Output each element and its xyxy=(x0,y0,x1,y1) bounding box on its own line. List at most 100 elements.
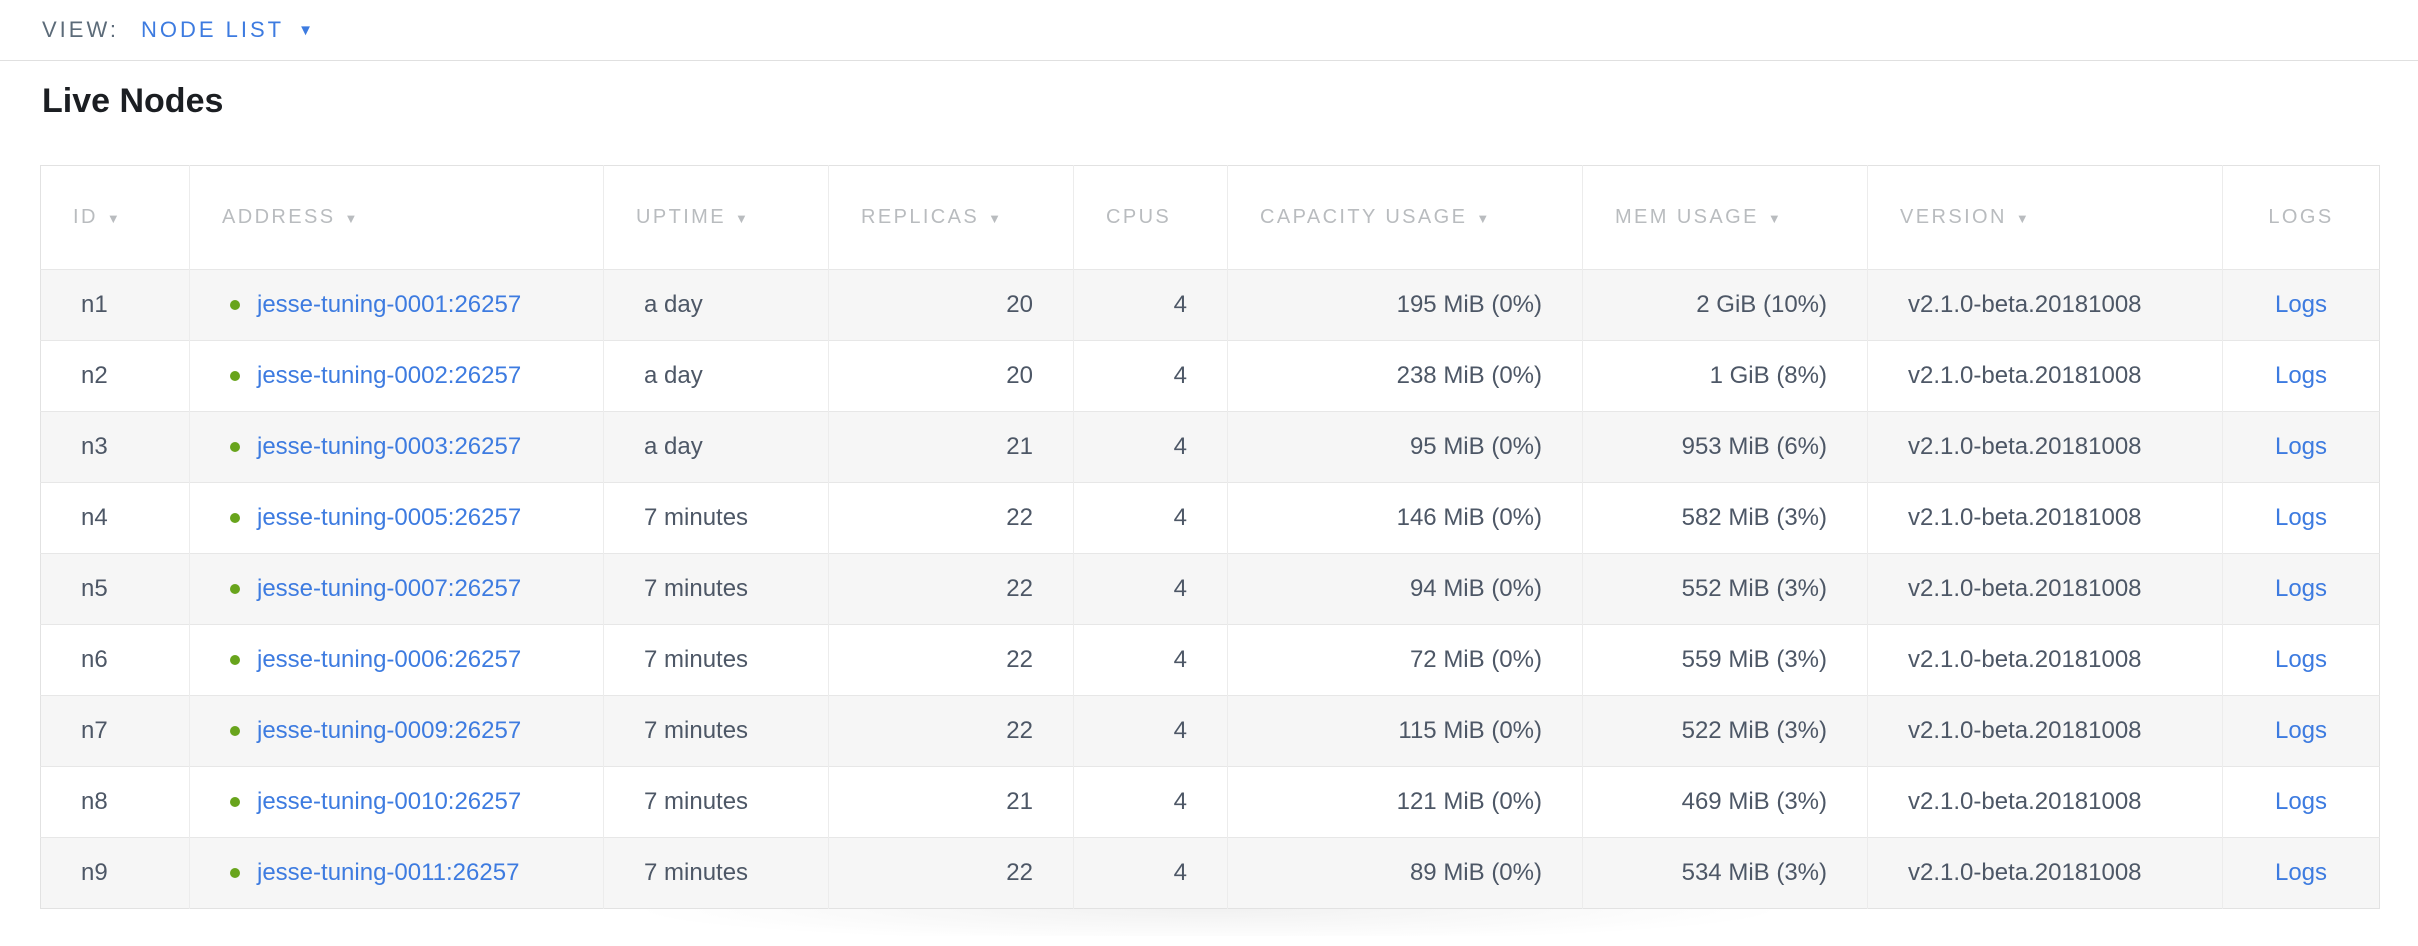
cell-cpus: 4 xyxy=(1073,624,1228,696)
bottom-shadow xyxy=(479,909,1939,936)
logs-link[interactable]: Logs xyxy=(2274,433,2328,460)
cell-version: v2.1.0-beta.20181008 xyxy=(1867,766,2223,838)
sort-desc-icon: ▼ xyxy=(344,211,360,226)
column-header-label: UPTIME xyxy=(636,206,726,228)
view-selector-dropdown[interactable]: NODE LIST ▼ xyxy=(141,17,316,43)
cell-address: jesse-tuning-0002:26257 xyxy=(189,340,604,412)
column-header-label: ID xyxy=(73,206,98,228)
cell-logs: Logs xyxy=(2222,269,2380,341)
sort-desc-icon: ▼ xyxy=(1767,211,1784,226)
chevron-down-icon: ▼ xyxy=(298,21,316,39)
cell-replicas: 20 xyxy=(828,340,1074,412)
logs-link[interactable]: Logs xyxy=(2274,717,2328,744)
node-address-link[interactable]: jesse-tuning-0005:26257 xyxy=(257,504,522,531)
cell-address: jesse-tuning-0010:26257 xyxy=(189,766,604,838)
node-row-n6: n6 jesse-tuning-0006:26257 7 minutes 22 4 72 … xyxy=(40,624,2380,696)
logs-link[interactable]: Logs xyxy=(2274,362,2328,389)
column-header-label: REPLICAS xyxy=(861,206,980,228)
cell-address: jesse-tuning-0011:26257 xyxy=(189,837,604,909)
node-live-status-icon xyxy=(230,442,240,452)
sort-desc-icon: ▼ xyxy=(988,211,1004,226)
cell-id: n5 xyxy=(81,575,108,602)
cell-address: jesse-tuning-0007:26257 xyxy=(189,553,604,625)
node-row-n2: n2 jesse-tuning-0002:26257 a day 20 4 238 MiB… xyxy=(40,340,2380,412)
cell-replicas: 22 xyxy=(828,553,1074,625)
cell-mem: 534 MiB (3%) xyxy=(1582,837,1868,909)
cell-cpus: 4 xyxy=(1073,340,1228,412)
table-header-row: ID ▼ ADDRESS ▼ UPTIME ▼ REPLICAS ▼ CPUS CAPACITY … xyxy=(40,165,2380,270)
logs-link[interactable]: Logs xyxy=(2274,575,2328,602)
cell-uptime: 7 minutes xyxy=(603,695,829,767)
column-header-address[interactable]: ADDRESS ▼ xyxy=(189,165,604,270)
cell-replicas: 22 xyxy=(828,624,1074,696)
logs-link[interactable]: Logs xyxy=(2274,504,2328,531)
cell-id: n3 xyxy=(81,433,108,460)
column-header-label: LOGS xyxy=(2268,206,2334,228)
cell-logs: Logs xyxy=(2222,624,2380,696)
cell-logs: Logs xyxy=(2222,482,2380,554)
column-header-id[interactable]: ID ▼ xyxy=(40,165,190,270)
column-header-label: CPUS xyxy=(1106,206,1172,228)
cell-id: n1 xyxy=(81,291,108,318)
column-header-logs: LOGS xyxy=(2222,165,2380,270)
node-live-status-icon xyxy=(230,868,240,878)
cell-capacity: 94 MiB (0%) xyxy=(1227,553,1583,625)
logs-link[interactable]: Logs xyxy=(2274,788,2328,815)
cell-replicas: 21 xyxy=(828,766,1074,838)
column-header-uptime[interactable]: UPTIME ▼ xyxy=(603,165,829,270)
page-title: Live Nodes xyxy=(42,82,224,120)
column-header-replicas[interactable]: REPLICAS ▼ xyxy=(828,165,1074,270)
node-address-link[interactable]: jesse-tuning-0002:26257 xyxy=(257,362,522,389)
node-live-status-icon xyxy=(230,726,240,736)
cell-mem: 2 GiB (10%) xyxy=(1582,269,1868,341)
node-address-link[interactable]: jesse-tuning-0007:26257 xyxy=(257,575,522,602)
cell-cpus: 4 xyxy=(1073,695,1228,767)
cell-replicas: 22 xyxy=(828,695,1074,767)
cell-mem: 522 MiB (3%) xyxy=(1582,695,1868,767)
node-address-link[interactable]: jesse-tuning-0010:26257 xyxy=(257,788,522,815)
cell-cpus: 4 xyxy=(1073,482,1228,554)
cell-capacity: 95 MiB (0%) xyxy=(1227,411,1583,483)
logs-link[interactable]: Logs xyxy=(2274,859,2328,886)
cell-logs: Logs xyxy=(2222,340,2380,412)
cell-cpus: 4 xyxy=(1073,553,1228,625)
cell-address: jesse-tuning-0005:26257 xyxy=(189,482,604,554)
node-row-n8: n8 jesse-tuning-0010:26257 7 minutes 21 4 121… xyxy=(40,766,2380,838)
node-address-link[interactable]: jesse-tuning-0009:26257 xyxy=(257,717,522,744)
cell-replicas: 20 xyxy=(828,269,1074,341)
logs-link[interactable]: Logs xyxy=(2274,646,2328,673)
node-live-status-icon xyxy=(230,797,240,807)
cell-cpus: 4 xyxy=(1073,411,1228,483)
cell-address: jesse-tuning-0001:26257 xyxy=(189,269,604,341)
cell-version: v2.1.0-beta.20181008 xyxy=(1867,269,2223,341)
column-header-version[interactable]: VERSION ▼ xyxy=(1867,165,2223,270)
cell-mem: 1 GiB (8%) xyxy=(1582,340,1868,412)
cell-cpus: 4 xyxy=(1073,837,1228,909)
node-address-link[interactable]: jesse-tuning-0006:26257 xyxy=(257,646,522,673)
node-address-link[interactable]: jesse-tuning-0011:26257 xyxy=(257,859,520,886)
sort-desc-icon: ▼ xyxy=(2015,211,2032,226)
cell-version: v2.1.0-beta.20181008 xyxy=(1867,837,2223,909)
cell-id: n2 xyxy=(81,362,108,389)
cell-logs: Logs xyxy=(2222,766,2380,838)
cell-id: n8 xyxy=(81,788,108,815)
cell-id: n6 xyxy=(81,646,108,673)
cell-capacity: 89 MiB (0%) xyxy=(1227,837,1583,909)
column-header-mem[interactable]: MEM USAGE ▼ xyxy=(1582,165,1868,270)
sort-desc-icon: ▼ xyxy=(734,211,751,226)
view-bar: VIEW: NODE LIST ▼ xyxy=(0,0,2418,61)
cell-capacity: 146 MiB (0%) xyxy=(1227,482,1583,554)
node-address-link[interactable]: jesse-tuning-0003:26257 xyxy=(257,433,522,460)
column-header-label: VERSION xyxy=(1900,206,2007,228)
column-header-capacity[interactable]: CAPACITY USAGE ▼ xyxy=(1227,165,1583,270)
cell-cpus: 4 xyxy=(1073,766,1228,838)
node-address-link[interactable]: jesse-tuning-0001:26257 xyxy=(257,291,522,318)
view-selected-value: NODE LIST xyxy=(140,17,285,42)
cell-uptime: 7 minutes xyxy=(603,553,829,625)
column-header-cpus: CPUS xyxy=(1073,165,1228,270)
cell-version: v2.1.0-beta.20181008 xyxy=(1867,695,2223,767)
logs-link[interactable]: Logs xyxy=(2274,291,2328,318)
cell-uptime: 7 minutes xyxy=(603,482,829,554)
cell-logs: Logs xyxy=(2222,695,2380,767)
cell-address: jesse-tuning-0009:26257 xyxy=(189,695,604,767)
